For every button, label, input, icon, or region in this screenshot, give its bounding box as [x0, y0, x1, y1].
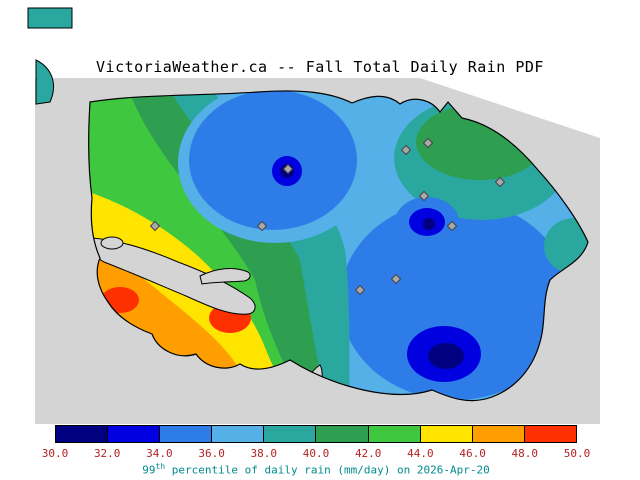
contour-layer: [544, 218, 589, 274]
colorbar-segment: [264, 426, 317, 442]
contour-layer: [189, 90, 357, 230]
station-marker: [354, 284, 366, 296]
station-marker: [494, 176, 506, 188]
inset-fragment-left-edge: [35, 59, 54, 105]
station-marker: [282, 163, 294, 175]
contour-min-core: [428, 343, 464, 369]
colorbar-segment: [160, 426, 213, 442]
station-marker: [418, 190, 430, 202]
colorbar-tick-label: 46.0: [459, 447, 486, 460]
station-marker: [256, 220, 268, 232]
colorbar-segment: [56, 426, 109, 442]
inlet-branch: [199, 268, 251, 285]
page-title: VictoriaWeather.ca -- Fall Total Daily R…: [96, 58, 544, 76]
colorbar-segment: [108, 426, 161, 442]
station-marker: [400, 144, 412, 156]
caption-superscript: th: [155, 462, 166, 471]
colorbar-tick-label: 50.0: [563, 447, 591, 460]
land-cutout-top-right: [420, 78, 600, 138]
colorbar-segment: [472, 426, 525, 442]
colorbar-tick-label: 44.0: [407, 447, 434, 460]
inlet-channel: [91, 237, 256, 315]
station-marker: [422, 137, 434, 149]
colorbar-caption: 99th percentile of daily rain (mm/day) o…: [55, 462, 577, 477]
colorbar-tick-label: 34.0: [146, 447, 173, 460]
contour-min-core: [423, 218, 435, 230]
colorbar-segment: [524, 426, 576, 442]
caption-text: percentile of daily rain (mm/day) on 202…: [165, 463, 490, 477]
station-marker: [446, 220, 458, 232]
lake: [100, 236, 124, 250]
colorbar-tick-label: 32.0: [93, 447, 121, 460]
colorbar-ticks: 30.0 32.0 34.0 36.0 38.0 40.0 42.0 44.0 46.0 48.0…: [42, 447, 591, 460]
colorbar-tick-label: 30.0: [41, 447, 69, 460]
colorbar-segment: [316, 426, 369, 442]
colorbar-tick-label: 36.0: [198, 447, 225, 460]
colorbar-tick-label: 42.0: [354, 447, 382, 460]
colorbar-segment: [420, 426, 473, 442]
colorbar-tick-label: 40.0: [302, 447, 330, 460]
inset-fragment-top-left: [27, 7, 73, 29]
colorbar-segment: [212, 426, 265, 442]
station-markers: [149, 137, 506, 296]
colorbar-tick-label: 38.0: [250, 447, 278, 460]
contour-layer: [340, 200, 570, 400]
station-marker: [390, 273, 402, 285]
caption-number: 99: [142, 463, 156, 477]
colorbar-tick-label: 48.0: [511, 447, 539, 460]
station-marker: [149, 220, 161, 232]
colorbar-segment: [368, 426, 421, 442]
colorbar: [55, 425, 577, 443]
